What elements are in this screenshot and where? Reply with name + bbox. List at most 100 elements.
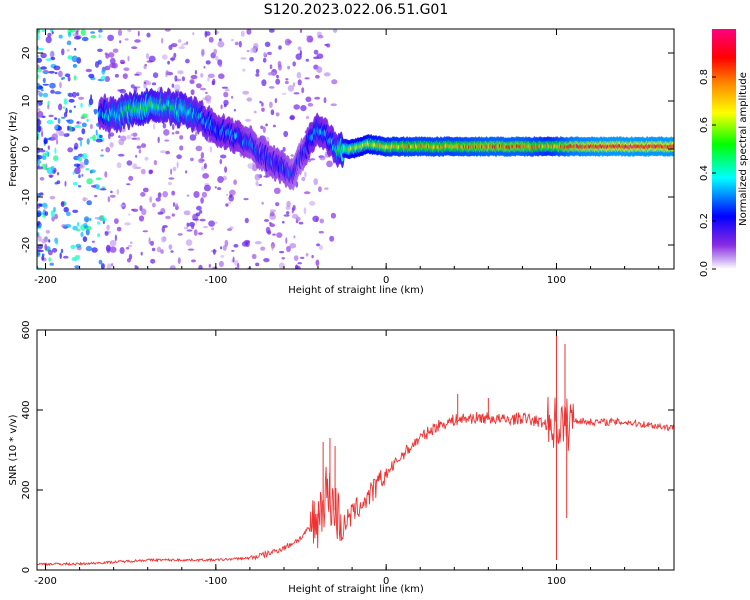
noise-mark — [54, 147, 57, 154]
noise-mark — [212, 248, 216, 255]
noise-mark — [42, 83, 50, 86]
noise-mark — [77, 156, 80, 161]
noise-mark — [301, 87, 305, 94]
noise-mark — [202, 173, 210, 179]
noise-mark — [177, 233, 183, 236]
noise-mark — [60, 248, 64, 254]
noise-mark — [37, 235, 42, 242]
noise-mark — [272, 124, 276, 128]
noise-mark — [126, 183, 131, 186]
noise-mark — [220, 154, 227, 159]
noise-mark — [48, 257, 51, 262]
noise-mark — [74, 254, 81, 260]
noise-mark — [279, 250, 285, 254]
noise-mark — [63, 255, 69, 259]
noise-mark — [281, 257, 286, 260]
noise-mark — [200, 73, 204, 78]
noise-mark — [149, 196, 153, 203]
noise-mark — [183, 210, 191, 216]
noise-mark — [127, 29, 132, 33]
noise-mark — [271, 71, 276, 76]
noise-mark — [303, 191, 311, 195]
noise-mark — [315, 259, 320, 267]
noise-mark — [330, 103, 337, 107]
noise-mark — [157, 192, 162, 198]
noise-mark — [286, 211, 290, 215]
noise-mark — [118, 135, 121, 139]
noise-mark — [298, 221, 304, 225]
noise-mark — [293, 255, 299, 261]
noise-mark — [229, 194, 233, 198]
noise-mark — [163, 129, 170, 136]
noise-mark — [201, 48, 205, 56]
noise-mark — [61, 116, 66, 119]
noise-mark — [201, 191, 207, 198]
noise-mark — [58, 70, 63, 78]
noise-mark — [128, 213, 131, 216]
noise-mark — [48, 114, 54, 118]
noise-mark — [287, 85, 295, 92]
noise-mark — [175, 203, 179, 209]
noise-mark — [264, 41, 271, 47]
noise-mark — [331, 79, 338, 85]
colorbar-tick-label: 0.2 — [699, 213, 710, 229]
noise-mark — [123, 67, 130, 71]
noise-mark — [71, 55, 78, 63]
noise-mark — [316, 66, 323, 73]
colorbar: 0.0 0.2 0.4 0.6 0.8 Normalized spectral ampl… — [699, 29, 749, 277]
noise-mark — [66, 211, 71, 217]
noise-mark — [90, 35, 97, 39]
noise-mark — [161, 226, 165, 233]
noise-mark — [193, 191, 200, 198]
noise-mark — [53, 155, 59, 162]
noise-mark — [88, 73, 95, 79]
noise-mark — [68, 92, 73, 98]
noise-mark — [124, 222, 131, 226]
noise-mark — [243, 198, 249, 201]
noise-mark — [289, 114, 295, 121]
noise-mark — [60, 201, 65, 208]
noise-mark — [299, 50, 303, 56]
noise-mark — [40, 66, 47, 70]
noise-mark — [74, 265, 81, 269]
noise-mark — [261, 201, 264, 205]
noise-mark — [51, 133, 58, 141]
noise-mark — [58, 103, 63, 111]
noise-mark — [37, 166, 44, 170]
noise-mark — [47, 145, 50, 150]
noise-mark — [89, 123, 93, 130]
y-tick-label: 10 — [21, 95, 32, 108]
noise-mark — [83, 216, 90, 223]
noise-mark — [98, 34, 101, 39]
noise-mark — [179, 135, 184, 140]
noise-mark — [54, 125, 59, 130]
noise-mark — [107, 34, 114, 41]
noise-mark — [110, 194, 116, 198]
noise-mark — [52, 247, 58, 253]
ridge-mark — [671, 143, 674, 150]
noise-mark — [76, 222, 80, 227]
noise-mark — [229, 189, 236, 196]
noise-mark — [254, 241, 262, 245]
noise-mark — [258, 184, 263, 186]
noise-mark — [268, 72, 273, 76]
noise-mark — [171, 132, 175, 135]
noise-mark — [77, 121, 79, 124]
noise-mark — [91, 185, 97, 188]
noise-mark — [101, 149, 104, 152]
noise-mark — [272, 233, 276, 236]
noise-mark — [157, 211, 164, 215]
noise-mark — [260, 246, 266, 251]
noise-mark — [196, 205, 202, 211]
noise-mark — [119, 40, 122, 44]
noise-mark — [293, 104, 301, 110]
noise-mark — [234, 41, 239, 46]
noise-mark — [57, 118, 61, 124]
noise-mark — [64, 180, 67, 187]
noise-mark — [326, 160, 333, 168]
noise-mark — [73, 105, 76, 109]
noise-mark — [161, 37, 164, 44]
x-tick-label: 100 — [547, 576, 566, 587]
noise-mark — [171, 190, 176, 196]
noise-mark — [130, 84, 135, 89]
